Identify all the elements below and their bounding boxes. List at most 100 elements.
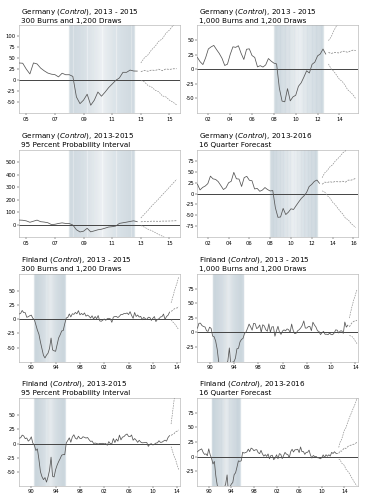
Bar bbox=[61, 246, 62, 390]
Bar bbox=[229, 244, 230, 391]
Bar bbox=[274, 0, 275, 142]
Bar bbox=[293, 0, 294, 142]
Bar bbox=[111, 4, 112, 135]
Bar bbox=[55, 370, 56, 500]
Bar bbox=[285, 128, 286, 260]
Bar bbox=[51, 246, 52, 390]
Bar bbox=[43, 246, 44, 390]
Bar bbox=[88, 144, 89, 244]
Bar bbox=[294, 128, 295, 260]
Bar bbox=[317, 0, 318, 142]
Bar bbox=[309, 0, 310, 142]
Bar bbox=[101, 144, 103, 244]
Bar bbox=[106, 144, 107, 244]
Bar bbox=[38, 370, 39, 500]
Bar bbox=[131, 4, 132, 135]
Bar bbox=[96, 144, 97, 244]
Bar bbox=[88, 4, 89, 135]
Bar bbox=[123, 144, 124, 244]
Bar bbox=[121, 144, 122, 244]
Bar bbox=[219, 369, 220, 500]
Bar bbox=[313, 128, 314, 260]
Bar bbox=[132, 4, 134, 135]
Bar bbox=[59, 246, 60, 390]
Bar bbox=[304, 128, 305, 260]
Bar bbox=[53, 370, 54, 500]
Bar bbox=[280, 0, 281, 142]
Bar bbox=[94, 144, 95, 244]
Bar bbox=[104, 4, 105, 135]
Bar bbox=[36, 246, 37, 390]
Bar bbox=[275, 128, 276, 260]
Bar bbox=[40, 246, 41, 390]
Bar bbox=[295, 0, 296, 142]
Bar bbox=[224, 369, 225, 500]
Text: Finland $\it{(Control)}$, 2013 - 2015
300 Burns and 1,200 Draws: Finland $\it{(Control)}$, 2013 - 2015 30… bbox=[21, 254, 132, 272]
Bar bbox=[92, 144, 93, 244]
Bar bbox=[124, 4, 125, 135]
Bar bbox=[291, 0, 292, 142]
Bar bbox=[49, 246, 50, 390]
Bar bbox=[287, 0, 288, 142]
Bar bbox=[122, 4, 123, 135]
Bar bbox=[89, 4, 90, 135]
Bar bbox=[43, 370, 44, 500]
Bar bbox=[215, 369, 216, 500]
Bar bbox=[302, 128, 303, 260]
Text: Germany $\it{(Control)}$, 2013-2016
16 Quarter Forecast: Germany $\it{(Control)}$, 2013-2016 16 Q… bbox=[199, 130, 312, 148]
Bar bbox=[303, 128, 304, 260]
Bar bbox=[299, 128, 300, 260]
Bar bbox=[118, 144, 119, 244]
Bar bbox=[120, 4, 121, 135]
Bar bbox=[307, 0, 308, 142]
Bar bbox=[277, 0, 278, 142]
Bar bbox=[58, 370, 59, 500]
Bar bbox=[98, 4, 99, 135]
Bar bbox=[308, 128, 309, 260]
Bar bbox=[41, 370, 42, 500]
Bar bbox=[87, 4, 88, 135]
Bar bbox=[221, 244, 222, 391]
Bar bbox=[282, 128, 283, 260]
Bar bbox=[72, 144, 73, 244]
Bar bbox=[300, 128, 301, 260]
Bar bbox=[69, 144, 70, 244]
Bar bbox=[321, 0, 322, 142]
Bar bbox=[99, 144, 100, 244]
Bar bbox=[121, 4, 122, 135]
Bar bbox=[53, 246, 54, 390]
Bar bbox=[64, 246, 65, 390]
Bar bbox=[106, 4, 107, 135]
Bar bbox=[217, 244, 218, 391]
Bar bbox=[232, 369, 233, 500]
Bar bbox=[109, 144, 110, 244]
Bar bbox=[45, 370, 46, 500]
Bar bbox=[113, 144, 114, 244]
Bar bbox=[50, 246, 51, 390]
Bar bbox=[130, 144, 131, 244]
Bar bbox=[103, 144, 104, 244]
Text: Germany $\it{(Control)}$, 2013 - 2015
1,000 Burns and 1,200 Draws: Germany $\it{(Control)}$, 2013 - 2015 1,… bbox=[199, 6, 317, 24]
Bar bbox=[34, 370, 35, 500]
Bar bbox=[44, 370, 45, 500]
Bar bbox=[110, 4, 111, 135]
Bar bbox=[84, 144, 85, 244]
Bar bbox=[83, 4, 84, 135]
Bar bbox=[130, 4, 131, 135]
Bar bbox=[40, 370, 41, 500]
Bar bbox=[35, 370, 36, 500]
Bar bbox=[301, 0, 302, 142]
Bar bbox=[81, 4, 82, 135]
Bar bbox=[311, 0, 312, 142]
Bar bbox=[215, 244, 216, 391]
Bar bbox=[235, 369, 236, 500]
Bar bbox=[275, 0, 276, 142]
Bar bbox=[78, 4, 79, 135]
Bar bbox=[126, 4, 127, 135]
Bar bbox=[290, 128, 291, 260]
Bar bbox=[231, 369, 232, 500]
Bar bbox=[97, 4, 98, 135]
Bar bbox=[109, 4, 110, 135]
Bar bbox=[281, 128, 282, 260]
Bar bbox=[241, 244, 242, 391]
